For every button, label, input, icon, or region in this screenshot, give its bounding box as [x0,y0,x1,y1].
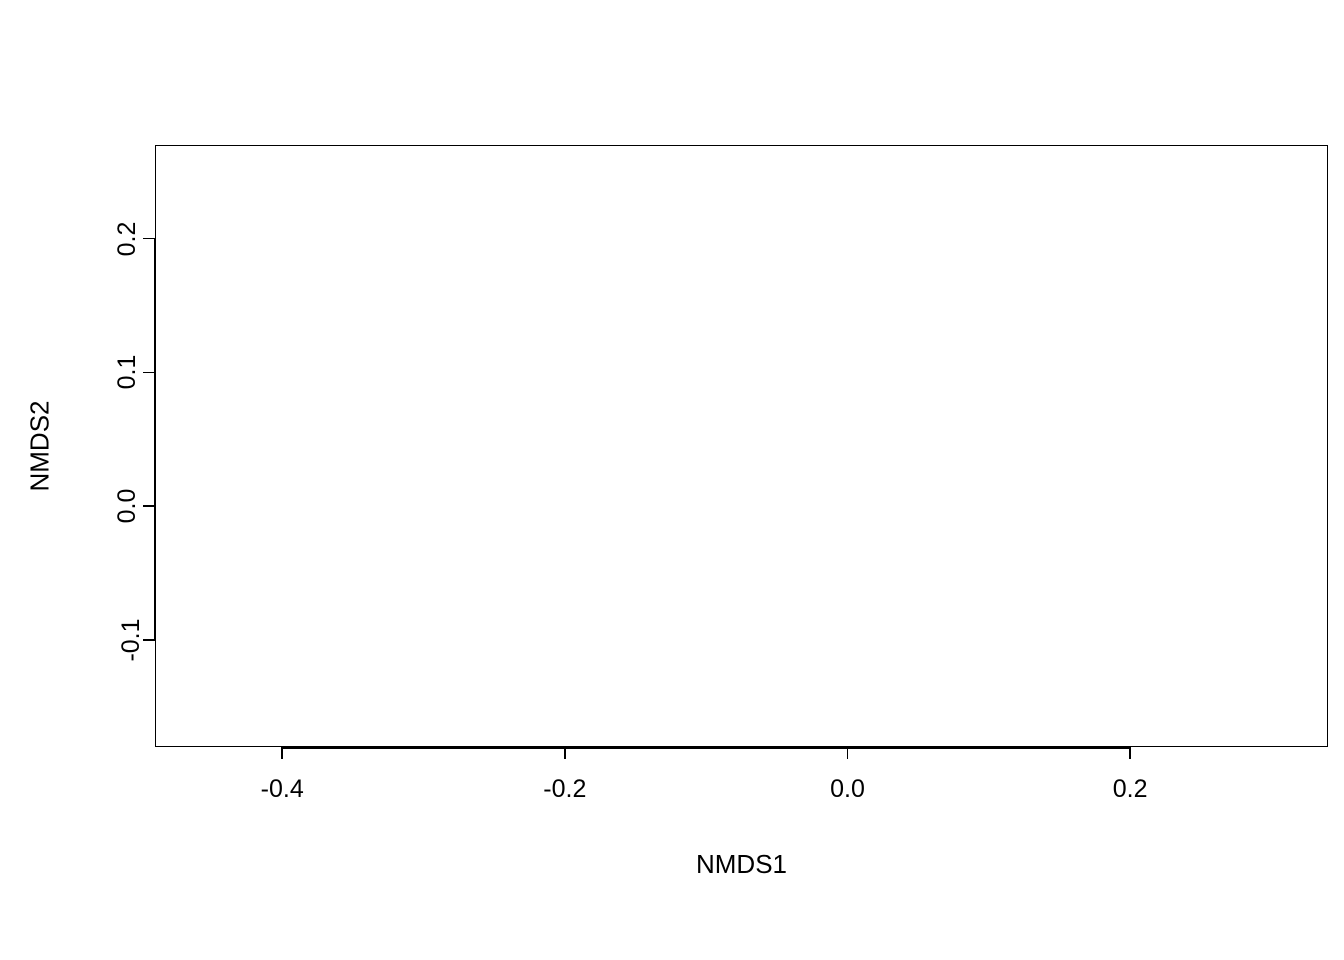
x-tick [847,747,849,759]
y-axis-label: NMDS2 [25,400,56,491]
x-tick [564,747,566,759]
y-tick-label: 0.1 [113,355,142,390]
y-tick-label: 0.0 [113,489,142,524]
y-axis-line [154,239,156,640]
y-tick [143,505,155,507]
x-axis-label: NMDS1 [696,849,787,880]
y-tick [143,238,155,240]
plot-box [155,145,1328,747]
x-tick-label: 0.0 [830,775,865,804]
x-tick-label: -0.4 [261,775,304,804]
x-tick-label: 0.2 [1113,775,1148,804]
y-tick [143,372,155,374]
x-tick [281,747,283,759]
x-tick [1129,747,1131,759]
x-axis-line [282,747,1130,749]
y-tick-label: -0.1 [117,618,146,661]
y-tick-label: 0.2 [113,221,142,256]
x-tick-label: -0.2 [543,775,586,804]
